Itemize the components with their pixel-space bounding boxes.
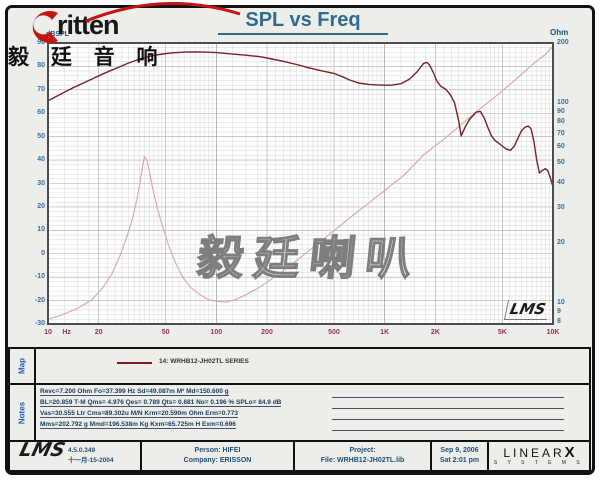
map-panel: Map 14: WRHB12-JH02TL SERIES — [8, 347, 591, 385]
notes-blank-rule — [332, 387, 564, 398]
file-label: File: WRHB12-JH02TL.lib — [320, 457, 405, 464]
app-version: 4.5.0.349 — [68, 447, 96, 454]
map-panel-label: Map — [10, 349, 36, 383]
brand-logo-text: ritten — [57, 10, 119, 40]
footer-version-cell: LMS 4.5.0.349 十一月-15-2004 — [10, 439, 142, 470]
company-label: Company: ERISSON — [183, 457, 252, 464]
person-label: Person: HIFEI — [194, 447, 241, 454]
notes-blank-rule — [332, 409, 564, 420]
footer-person-cell: Person: HIFEI Company: ERISSON — [142, 442, 295, 470]
footer-date-cell: Sep 9, 2006 Sat 2:01 pm — [432, 442, 489, 470]
series-spl-curve — [48, 51, 553, 188]
y-axis-right-label: Ohm — [550, 28, 569, 37]
notes-panel: Notes Revc=7.200 Ohm Fo=37.399 Hz Sd=49.… — [8, 385, 591, 442]
notes-panel-label: Notes — [10, 385, 36, 440]
brand-chinese-name: 毅 廷 音 响 — [8, 46, 166, 69]
notes-blank-rule — [332, 398, 564, 409]
notes-blank-rule — [332, 420, 564, 431]
lms-logo-chart: LMS — [503, 300, 552, 320]
footer-file-cell: Project: File: WRHB12-JH02TL.lib — [295, 442, 432, 470]
date-label: Sep 9, 2006 — [440, 447, 479, 454]
chart-watermark: 毅廷喇叭 — [194, 231, 425, 285]
notes-line-1: Revc=7.200 Ohm Fo=37.399 Hz Sd=49.087m M… — [40, 388, 229, 396]
notes-line-3: Vas=30.555 Ltr Cms=89.302u M/N Krm=20.59… — [40, 410, 239, 418]
notes-line-4: Mms=202.792 g Mmd=196.538m Kg Kxm=65.725… — [40, 421, 236, 429]
app-version-date: 十一月-15-2004 — [68, 457, 114, 464]
linearx-logo: LINEARX — [503, 443, 575, 461]
linearx-systems-label: S Y S T E M S — [493, 459, 585, 466]
page-title: SPL vs Freq — [218, 9, 388, 35]
legend-line-swatch — [117, 362, 152, 364]
time-label: Sat 2:01 pm — [439, 457, 480, 464]
project-label: Project: — [349, 447, 376, 454]
legend-series-label: 14: WRHB12-JH02TL SERIES — [159, 358, 249, 365]
notes-line-2: BL=20.859 T·M Qms= 4.976 Qes= 0.789 Qts=… — [40, 399, 282, 407]
footer-linearx-cell: LINEARX S Y S T E M S — [489, 442, 589, 470]
footer-bar: LMS 4.5.0.349 十一月-15-2004 Person: HIFEI … — [8, 439, 591, 472]
series-impedance-curve — [48, 45, 553, 320]
plot-border — [47, 42, 554, 325]
